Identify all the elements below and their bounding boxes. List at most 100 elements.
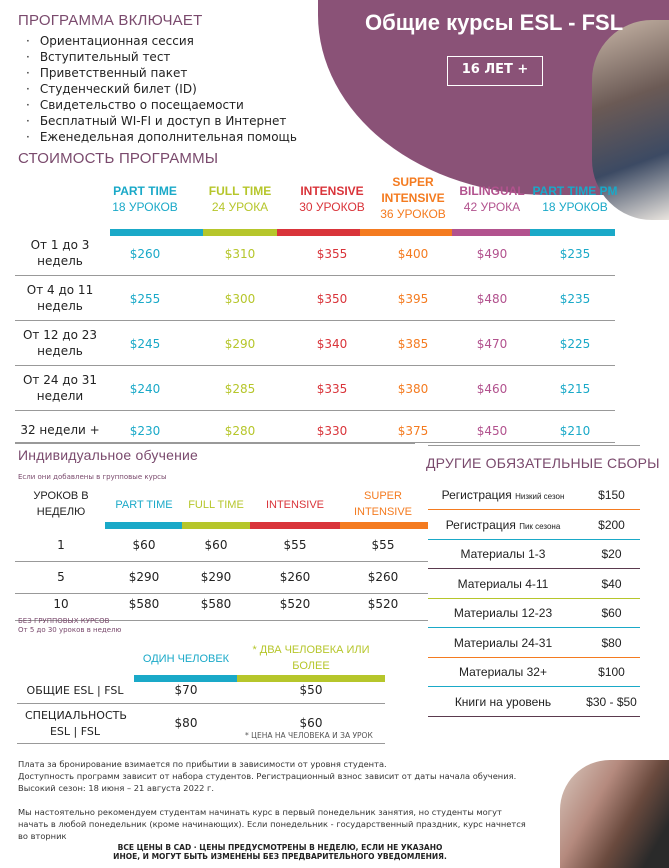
fee-row: Материалы 32+ $100	[428, 658, 640, 687]
row-separator	[15, 620, 428, 621]
student-photo	[592, 20, 669, 220]
fee-name: Материалы 24-31	[453, 635, 553, 650]
include-item: Студенческий билет (ID)	[26, 81, 297, 97]
price-cell: $480	[476, 292, 508, 306]
column-lessons: 30 УРОКОВ	[299, 200, 365, 214]
price-cell: $300	[224, 292, 256, 306]
row-label: От 4 до 11 недель	[26, 283, 94, 313]
column-lessons: 24 УРОКА	[211, 200, 269, 214]
price-cell: $285	[224, 382, 256, 396]
price-cell: $580	[200, 597, 232, 611]
fee-name: Книги на уровень	[454, 694, 552, 709]
column-header: SUPER INTENSIVE 36 УРОКОВ	[378, 174, 448, 222]
fee-label: Книги на уровень	[428, 695, 578, 709]
fee-row: Материалы 1-3 $20	[428, 540, 640, 569]
row-separator	[15, 365, 615, 366]
price-cell: $50	[299, 683, 323, 697]
page-title: Общие курсы ESL - FSL	[365, 10, 624, 35]
price-cell: $255	[129, 292, 161, 306]
price-cell: $260	[367, 570, 399, 584]
individual-heading: Индивидуальное обучение	[18, 447, 199, 463]
price-cell: $490	[476, 247, 508, 261]
price-cell: $245	[129, 337, 161, 351]
column-header: FULL TIME	[188, 499, 244, 511]
pricing-heading: СТОИМОСТЬ ПРОГРАММЫ	[18, 150, 219, 167]
notes: Плата за бронирование взимается по прибы…	[18, 758, 548, 842]
column-name: BILINGUAL	[459, 184, 525, 198]
column-header: FULL TIME 24 УРОКА	[209, 183, 271, 215]
row-label: От 12 до 23 недель	[22, 328, 98, 358]
include-item: Свидетельство о посещаемости	[26, 97, 297, 113]
column-header: BILINGUAL 42 УРОКА	[459, 183, 524, 215]
row-label: 10	[53, 597, 69, 611]
include-item: Бесплатный WI-FI и доступ в Интернет	[26, 113, 297, 129]
fee-value: $100	[598, 665, 625, 679]
price-footnote: * ЦЕНА НА ЧЕЛОВЕКА И ЗА УРОК	[245, 731, 373, 740]
price-cell: $450	[476, 424, 508, 438]
footer-disclaimer: ВСЕ ЦЕНЫ В CAD · ЦЕНЫ ПРЕДУСМОТРЕНЫ В НЕ…	[113, 843, 447, 861]
note-lessons-range: От 5 до 30 уроков в неделю	[18, 626, 122, 634]
price-cell: $375	[397, 424, 429, 438]
fee-label: Материалы 32+	[428, 665, 578, 679]
fee-label: Материалы 12-23	[428, 606, 578, 620]
row-label: ОБЩИЕ ESL | FSL	[26, 684, 124, 697]
fee-name: Материалы 12-23	[453, 606, 553, 620]
price-cell: $235	[559, 247, 591, 261]
fee-label: Регистрация Пик сезона	[428, 518, 578, 532]
column-header: PART TIME 18 УРОКОВ	[112, 183, 178, 215]
column-color-bar	[250, 522, 340, 529]
price-cell: $400	[397, 247, 429, 261]
price-cell: $225	[559, 337, 591, 351]
column-lessons: 18 УРОКОВ	[542, 200, 608, 214]
price-cell: $290	[224, 337, 256, 351]
price-cell: $290	[200, 570, 232, 584]
fee-row: Материалы 4-11 $40	[428, 570, 640, 599]
price-cell: $355	[316, 247, 348, 261]
fee-label: Регистрация Низкий сезон	[428, 488, 578, 502]
fee-name: Материалы 4-11	[457, 576, 549, 591]
fee-value: $80	[601, 635, 622, 650]
price-cell: $385	[397, 337, 429, 351]
row-label: 1	[57, 538, 65, 552]
column-name: PART TIME	[113, 184, 177, 198]
fee-label: Материалы 4-11	[428, 577, 578, 591]
column-color-bar	[110, 229, 203, 236]
row-separator	[15, 593, 428, 594]
fee-name: Регистрация	[445, 517, 516, 532]
fee-row: Материалы 24-31 $80	[428, 629, 640, 658]
divider	[15, 443, 415, 444]
price-cell: $240	[129, 382, 161, 396]
price-cell: $395	[397, 292, 429, 306]
column-lessons: 18 УРОКОВ	[112, 200, 178, 214]
fee-season: Низкий сезон	[515, 492, 565, 501]
note-line: Мы настоятельно рекомендуем студентам на…	[18, 807, 526, 841]
fee-name: Материалы 1-3	[460, 547, 546, 561]
row-label: 5	[57, 570, 65, 584]
price-cell: $580	[128, 597, 160, 611]
price-cell: $380	[397, 382, 429, 396]
price-cell: $260	[129, 247, 161, 261]
price-cell: $520	[367, 597, 399, 611]
note-line: Плата за бронирование взимается по прибы…	[18, 759, 387, 769]
price-cell: $310	[224, 247, 256, 261]
fee-name: Регистрация	[441, 488, 512, 502]
row-separator	[15, 442, 615, 443]
price-cell: $460	[476, 382, 508, 396]
price-cell: $280	[224, 424, 256, 438]
column-color-bar	[340, 522, 428, 529]
price-cell: $215	[559, 382, 591, 396]
fee-row: Книги на уровень $30 - $50	[428, 688, 640, 717]
price-cell: $335	[316, 382, 348, 396]
column-color-bar	[452, 229, 530, 236]
lessons-per-week-header: УРОКОВ В НЕДЕЛЮ	[33, 490, 89, 518]
row-separator	[17, 743, 385, 744]
column-color-bar	[530, 229, 615, 236]
price-cell: $60	[132, 538, 156, 552]
fee-season: Пик сезона	[519, 521, 561, 531]
column-header: INTENSIVE 30 УРОКОВ	[299, 183, 365, 215]
row-label: От 24 до 31 недели	[22, 373, 98, 403]
row-separator	[17, 703, 385, 704]
price-cell: $80	[174, 716, 198, 730]
row-separator	[15, 275, 615, 276]
students-photo	[560, 760, 669, 868]
